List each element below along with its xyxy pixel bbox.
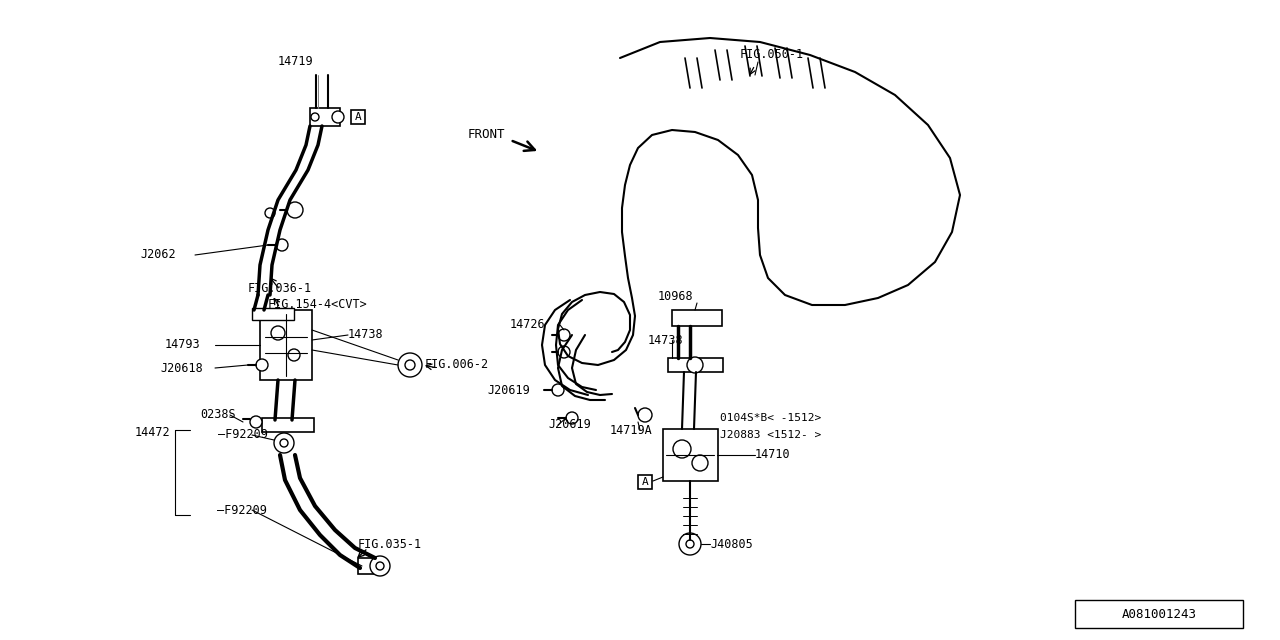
Bar bbox=[252, 308, 294, 320]
Circle shape bbox=[288, 349, 300, 361]
Circle shape bbox=[686, 540, 694, 548]
Bar bbox=[358, 558, 380, 574]
Bar bbox=[310, 108, 340, 126]
Circle shape bbox=[250, 416, 262, 428]
Bar bbox=[1075, 600, 1243, 628]
Circle shape bbox=[558, 329, 570, 341]
Text: 14710: 14710 bbox=[755, 449, 791, 461]
Circle shape bbox=[311, 113, 319, 121]
Text: J20619: J20619 bbox=[488, 383, 530, 397]
Circle shape bbox=[370, 556, 390, 576]
Circle shape bbox=[276, 239, 288, 251]
Text: J40805: J40805 bbox=[710, 538, 753, 550]
Bar bbox=[663, 429, 718, 481]
Circle shape bbox=[376, 562, 384, 570]
Circle shape bbox=[398, 353, 422, 377]
Circle shape bbox=[404, 360, 415, 370]
Circle shape bbox=[552, 384, 564, 396]
Text: A081001243: A081001243 bbox=[1121, 607, 1197, 621]
Text: 0238S: 0238S bbox=[200, 408, 236, 422]
Circle shape bbox=[287, 202, 303, 218]
Text: A: A bbox=[641, 477, 649, 487]
Text: 14472: 14472 bbox=[134, 426, 170, 438]
Text: J20619: J20619 bbox=[548, 419, 591, 431]
Text: J20883 <1512- >: J20883 <1512- > bbox=[719, 430, 822, 440]
Text: FIG.050-1: FIG.050-1 bbox=[740, 49, 804, 61]
Text: 10968: 10968 bbox=[658, 290, 694, 303]
Circle shape bbox=[332, 111, 344, 123]
Circle shape bbox=[256, 359, 268, 371]
Circle shape bbox=[692, 455, 708, 471]
Text: FIG.154-4<CVT>: FIG.154-4<CVT> bbox=[268, 298, 367, 312]
Circle shape bbox=[558, 346, 570, 358]
Bar bbox=[637, 475, 652, 489]
Text: FIG.035-1: FIG.035-1 bbox=[358, 538, 422, 552]
Text: —F92209: —F92209 bbox=[218, 504, 266, 516]
Bar bbox=[668, 358, 723, 372]
Text: 0104S*B< -1512>: 0104S*B< -1512> bbox=[719, 413, 822, 423]
Circle shape bbox=[280, 439, 288, 447]
Text: J20618: J20618 bbox=[160, 362, 202, 374]
Bar bbox=[672, 310, 722, 326]
Text: 14719: 14719 bbox=[278, 55, 312, 68]
Text: FIG.006-2: FIG.006-2 bbox=[425, 358, 489, 371]
Text: 14726: 14726 bbox=[509, 319, 545, 332]
Bar bbox=[351, 110, 365, 124]
Text: 14738: 14738 bbox=[348, 328, 384, 342]
Circle shape bbox=[265, 208, 275, 218]
Text: A: A bbox=[355, 112, 361, 122]
Bar bbox=[260, 310, 312, 380]
Text: J2062: J2062 bbox=[140, 248, 175, 262]
Circle shape bbox=[637, 408, 652, 422]
Text: —F92209: —F92209 bbox=[218, 429, 268, 442]
Bar bbox=[262, 418, 314, 432]
Text: FIG.036-1: FIG.036-1 bbox=[248, 282, 312, 294]
Circle shape bbox=[687, 357, 703, 373]
Circle shape bbox=[673, 440, 691, 458]
Text: 14719A: 14719A bbox=[611, 424, 653, 436]
Text: 14738: 14738 bbox=[648, 333, 684, 346]
Circle shape bbox=[566, 412, 579, 424]
Circle shape bbox=[271, 326, 285, 340]
Circle shape bbox=[678, 533, 701, 555]
Text: 14793: 14793 bbox=[165, 339, 201, 351]
Text: FRONT: FRONT bbox=[468, 129, 506, 141]
Circle shape bbox=[274, 433, 294, 453]
